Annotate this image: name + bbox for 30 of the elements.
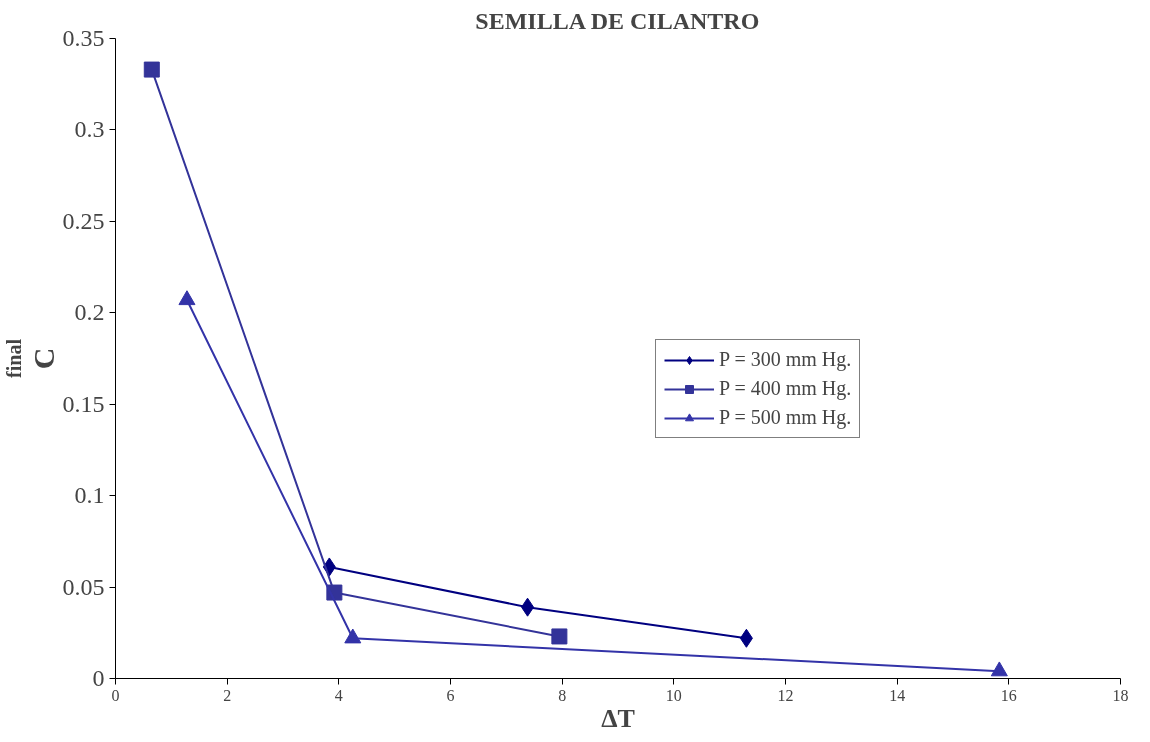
x-tick-label: 14	[889, 686, 906, 704]
y-axis-title: Cfinal	[2, 338, 60, 378]
point	[739, 628, 753, 648]
x-axis-title: ΔT	[601, 703, 635, 733]
x-tick-label: 2	[223, 686, 232, 704]
y-tick-label: 0.05	[62, 573, 105, 600]
y-tick-label: 0.2	[74, 299, 105, 326]
x-tick-label: 16	[1000, 686, 1017, 704]
point	[143, 61, 160, 78]
x-tick-label: 18	[1112, 686, 1129, 704]
x-tick-label: 4	[334, 686, 343, 704]
point	[990, 661, 1008, 677]
point	[551, 628, 568, 645]
point	[521, 597, 535, 617]
y-tick-label: 0.1	[74, 482, 105, 509]
chart-title: SEMILLA DE CILANTRO	[475, 7, 760, 34]
x-tick-label: 0	[111, 686, 120, 704]
y-tick-label: 0.15	[62, 390, 105, 417]
y-tick-label: 0.25	[62, 207, 105, 234]
legend-label: P = 400 mm Hg.	[719, 377, 852, 400]
legend-label: P = 300 mm Hg.	[719, 348, 852, 371]
x-tick-label: 8	[558, 686, 567, 704]
y-tick-label: 0.3	[74, 116, 105, 143]
x-tick-label: 10	[665, 686, 682, 704]
legend-label: P = 500 mm Hg.	[719, 406, 852, 429]
x-tick-label: 6	[446, 686, 455, 704]
point	[344, 628, 362, 644]
y-tick-label: 0.35	[62, 25, 105, 51]
point	[178, 290, 196, 306]
x-tick-label: 12	[777, 686, 794, 704]
